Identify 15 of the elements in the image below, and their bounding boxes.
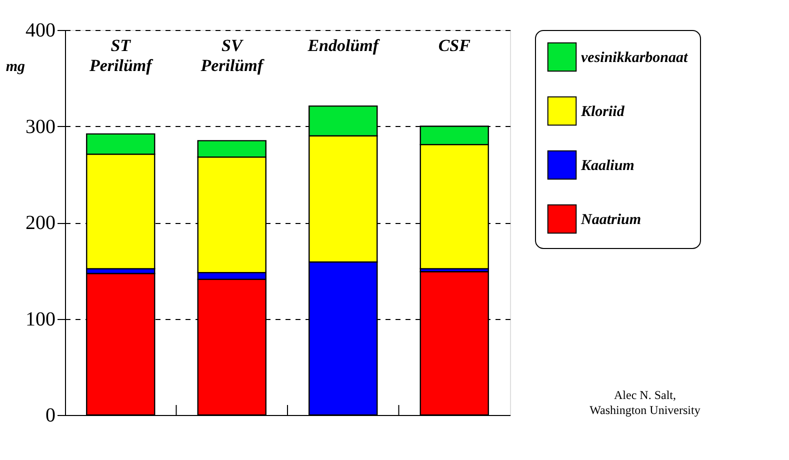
x-tick-label: SV Perilümf [200,36,266,75]
y-axis-title: mg [6,59,26,75]
y-tick-label: 300 [26,116,56,138]
text: Alec N. Salt, Washington University [590,388,700,417]
y-tick-label: 100 [26,308,56,330]
legend-label: Kloriid [580,104,625,120]
x-tick-label: Endolümf [306,36,381,55]
legend-label: vesinikkarbonaat [581,50,689,66]
legend-label: Kaalium [580,158,634,174]
y-tick-label: 0 [46,404,56,426]
y-tick-label: 400 [26,20,56,42]
x-tick-label: CSF [438,36,472,55]
y-tick-label: 200 [26,212,56,234]
legend-label: Naatrium [580,212,642,228]
x-tick-label: ST Perilümf [88,36,154,75]
